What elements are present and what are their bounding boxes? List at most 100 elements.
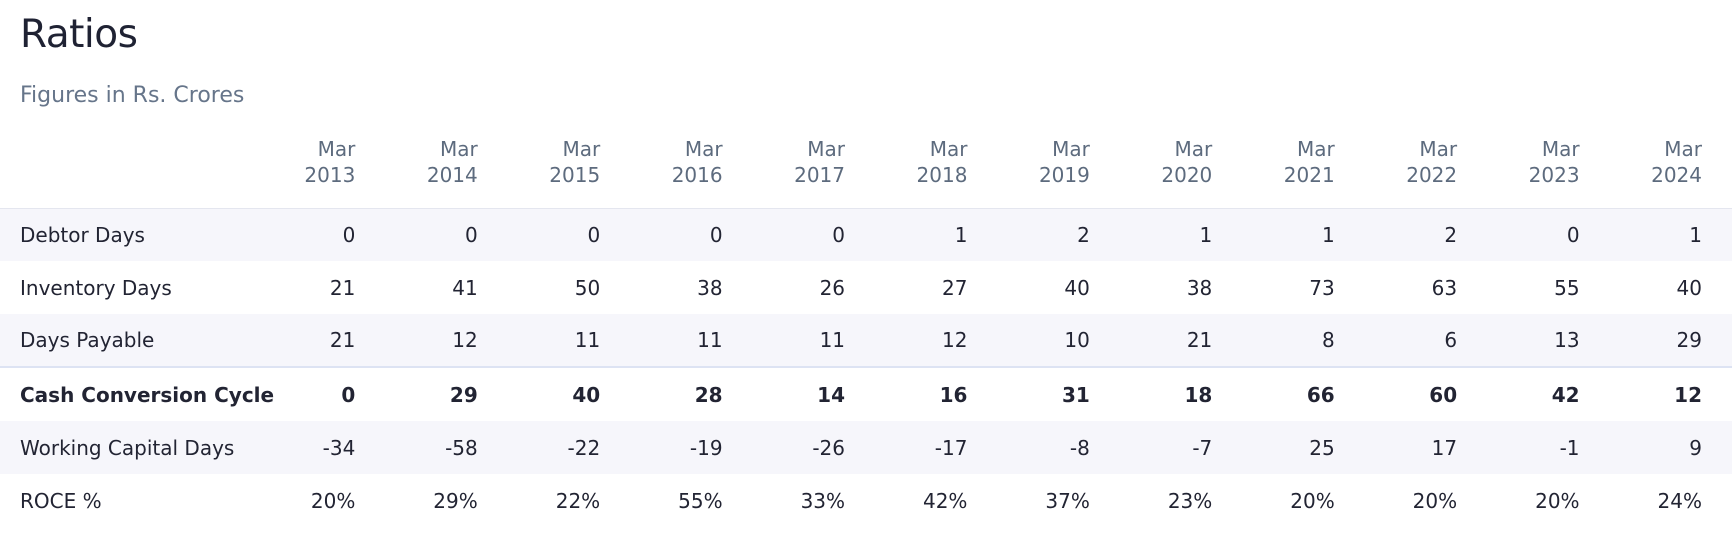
column-header: Mar 2018: [875, 136, 998, 209]
column-header-year: 2015: [549, 163, 601, 187]
table-cell: 28: [694, 382, 723, 407]
table-cell: 0: [341, 382, 356, 407]
table-cell: 11: [752, 314, 876, 368]
table-row-roce: ROCE % 20% 29% 22% 55% 33% 42% 37% 23% 2…: [0, 474, 1732, 527]
table-row-inventory-days: Inventory Days 21 41 50 38 26 27 40 38 7…: [0, 261, 1732, 314]
table-row-debtor-days: Debtor Days 0 0 0 0 0 1 2 1 1 2 0 1: [0, 208, 1732, 261]
table-cell: 11: [630, 314, 753, 368]
table-cell: 2: [1077, 223, 1090, 247]
table-cell: 12: [1674, 382, 1702, 407]
table-cell: 33%: [800, 488, 846, 513]
table-cell: 0: [342, 223, 356, 247]
table-cell: 40: [1676, 275, 1702, 300]
table-cell: 2: [1444, 223, 1458, 247]
table-cell: 1: [1321, 223, 1335, 247]
table-cell: 18: [1184, 382, 1213, 407]
column-header: Mar 2013: [262, 136, 386, 209]
table-cell: -1: [1559, 435, 1580, 460]
column-header-year: 2024: [1651, 163, 1702, 187]
table-cell: -7: [1192, 435, 1213, 460]
column-header-month: Mar: [1174, 137, 1213, 161]
column-header-month: Mar: [317, 137, 356, 161]
table-cell: -34: [322, 435, 356, 460]
column-header: Mar 2015: [507, 136, 631, 209]
table-cell: 38: [697, 275, 723, 300]
column-header-year: 2021: [1283, 163, 1335, 187]
table-cell: 21: [1119, 314, 1243, 368]
table-cell: 42%: [922, 488, 968, 513]
column-header-month: Mar: [929, 137, 968, 161]
table-cell: 9: [1689, 435, 1702, 460]
table-cell: 14: [817, 382, 846, 407]
table-cell: 22%: [555, 488, 601, 513]
row-label-header: [0, 136, 263, 209]
table-cell: 17: [1431, 435, 1458, 460]
table-cell: 27: [941, 275, 968, 300]
column-header-year: 2023: [1528, 163, 1580, 187]
row-label: Debtor Days: [20, 223, 145, 247]
table-row-days-payable: Days Payable 21 12 11 11 11 12 10 21 8 6…: [0, 314, 1732, 368]
column-header-year: 2020: [1161, 163, 1213, 187]
table-cell: 20%: [1535, 488, 1580, 513]
table-cell: 21: [262, 314, 386, 368]
ratios-table: Mar 2013 Mar 2014 Mar 2015 Mar 2016 Mar 2017 …: [0, 136, 1732, 527]
table-cell: 1: [1199, 223, 1213, 247]
column-header-month: Mar: [1419, 137, 1458, 161]
row-label: ROCE %: [20, 488, 102, 513]
column-header-year: 2017: [794, 163, 846, 187]
table-cell: 10: [997, 314, 1120, 368]
table-cell: 26: [819, 275, 846, 300]
table-cell: 29: [1609, 314, 1732, 368]
row-label: Working Capital Days: [20, 435, 235, 460]
column-header: Mar 2020: [1119, 136, 1243, 209]
table-cell: 0: [1566, 223, 1580, 247]
column-header-month: Mar: [1296, 137, 1335, 161]
table-cell: 11: [507, 314, 631, 368]
table-cell: 1: [1689, 223, 1702, 247]
page-title: Ratios: [20, 12, 138, 57]
table-cell: -22: [567, 435, 601, 460]
table-cell: -8: [1069, 435, 1090, 460]
table-cell: 0: [587, 223, 601, 247]
table-cell: 50: [574, 275, 601, 300]
table-cell: 12: [385, 314, 508, 368]
table-cell: -17: [934, 435, 968, 460]
row-label: Days Payable: [0, 314, 263, 368]
table-cell: 73: [1309, 275, 1335, 300]
row-label: Cash Conversion Cycle: [20, 382, 275, 407]
column-header-month: Mar: [1664, 137, 1702, 161]
table-cell: 40: [572, 382, 601, 407]
table-cell: 29%: [433, 488, 478, 513]
table-cell: 6: [1364, 314, 1488, 368]
table-cell: 55: [1554, 275, 1580, 300]
column-header: Mar 2017: [752, 136, 876, 209]
column-header-year: 2018: [916, 163, 968, 187]
table-cell: -26: [812, 435, 846, 460]
table-cell: 0: [465, 223, 478, 247]
table-row-cash-conversion-cycle: Cash Conversion Cycle 0 29 40 28 14 16 3…: [0, 367, 1732, 421]
row-label: Inventory Days: [20, 275, 172, 300]
column-header-year: 2016: [671, 163, 723, 187]
column-header: Mar 2023: [1487, 136, 1610, 209]
table-cell: 63: [1431, 275, 1458, 300]
table-cell: 40: [1064, 275, 1090, 300]
column-header: Mar 2016: [630, 136, 753, 209]
table-cell: 20%: [1412, 488, 1458, 513]
table-cell: -19: [689, 435, 723, 460]
column-header: Mar 2021: [1242, 136, 1365, 209]
column-header-month: Mar: [562, 137, 601, 161]
column-header: Mar 2019: [997, 136, 1120, 209]
column-header-month: Mar: [1052, 137, 1090, 161]
column-header-month: Mar: [440, 137, 478, 161]
column-header-year: 2022: [1406, 163, 1458, 187]
column-header-month: Mar: [1541, 137, 1580, 161]
table-cell: 20%: [310, 488, 356, 513]
column-header: Mar 2014: [385, 136, 508, 209]
table-row-working-capital-days: Working Capital Days -34 -58 -22 -19 -26…: [0, 421, 1732, 474]
table-cell: 41: [452, 275, 478, 300]
table-cell: 60: [1429, 382, 1458, 407]
table-cell: -58: [445, 435, 478, 460]
table-cell: 29: [449, 382, 478, 407]
table-cell: 12: [875, 314, 998, 368]
table-cell: 31: [1062, 382, 1090, 407]
